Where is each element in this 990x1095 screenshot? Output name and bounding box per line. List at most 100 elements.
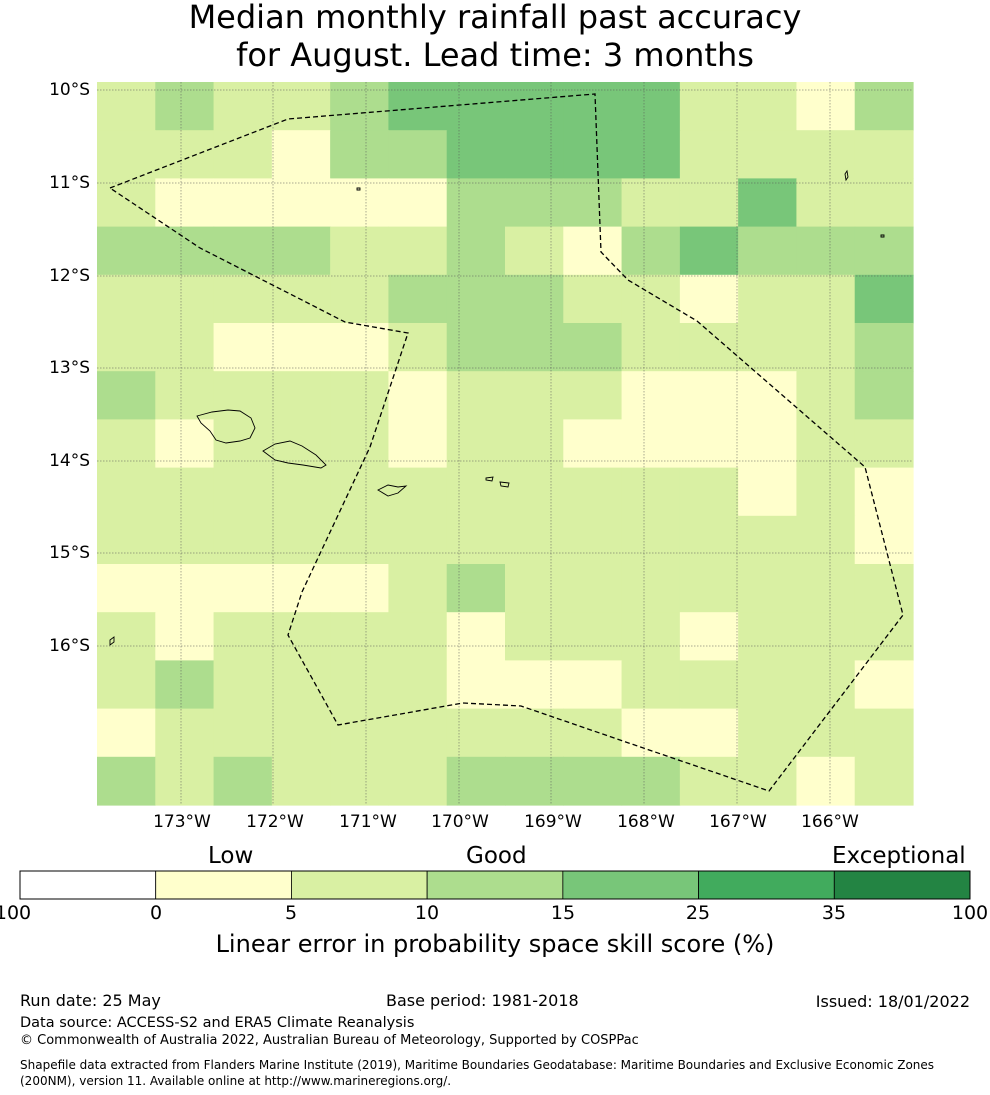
colorbar-label: Linear error in probability space skill … (215, 930, 775, 958)
copyright: © Commonwealth of Australia 2022, Austra… (20, 1033, 639, 1048)
skill-cell (213, 467, 273, 517)
lon-label: 171°W (339, 812, 397, 832)
colorbar-segment (698, 870, 835, 900)
skill-cell (97, 660, 156, 710)
run-date: Run date: 25 May (20, 991, 161, 1010)
skill-cell (505, 660, 564, 710)
skill-cell (446, 82, 506, 131)
skill-cell (679, 467, 739, 517)
skill-cell (213, 564, 273, 613)
island-outline (499, 481, 510, 488)
skill-cell (796, 82, 856, 131)
skill-cell (563, 226, 623, 276)
skill-cell (796, 515, 856, 565)
skill-cell (738, 274, 798, 324)
skill-cell (330, 371, 390, 420)
skill-cell (388, 612, 448, 661)
skill-cell (388, 467, 448, 517)
skill-cell (330, 660, 390, 710)
skill-cell (796, 419, 856, 469)
lat-label: 11°S (49, 173, 90, 193)
skill-cell (505, 515, 564, 565)
island-outline (109, 636, 115, 646)
lon-label: 173°W (153, 812, 211, 832)
skill-cell (796, 371, 856, 420)
skill-cell (97, 274, 156, 324)
colorbar-tick: 10 (414, 902, 440, 924)
skill-cell (563, 130, 623, 179)
skill-cell (388, 274, 448, 324)
lon-label: 169°W (524, 812, 582, 832)
graticule (97, 82, 913, 805)
skill-cell (854, 323, 914, 372)
skill-cell (796, 612, 856, 661)
skill-cell (505, 274, 564, 324)
skill-cell (213, 660, 273, 710)
skill-cell (854, 708, 914, 758)
skill-cell (271, 82, 331, 131)
skill-cell (446, 419, 506, 469)
skill-cell (505, 178, 564, 228)
issued-date: Issued: 18/01/2022 (815, 992, 970, 1011)
skill-cell (213, 756, 273, 806)
skill-cell (97, 612, 156, 661)
skill-cell (679, 419, 739, 469)
skill-cell (738, 419, 798, 469)
island-outline (262, 440, 327, 469)
colorbar-segment (426, 870, 564, 900)
skill-cell (97, 371, 156, 420)
skill-cell (738, 515, 798, 565)
skill-cell (330, 130, 390, 179)
lat-label: 10°S (49, 80, 90, 100)
skill-cell (97, 130, 156, 179)
skill-cell (854, 274, 914, 324)
colorbar-segment (562, 870, 699, 900)
colorbar-tick: 25 (685, 902, 711, 924)
skill-cell (505, 82, 564, 131)
skill-cell (330, 323, 390, 372)
skill-cell (155, 419, 215, 469)
skill-cell (388, 419, 448, 469)
skill-cell (388, 564, 448, 613)
skill-cell (505, 708, 564, 758)
skill-cell (330, 467, 390, 517)
skill-cell (796, 178, 856, 228)
skill-cell (213, 323, 273, 372)
eez-boundary (108, 93, 904, 792)
skill-cell (563, 515, 623, 565)
skill-cell (155, 708, 215, 758)
skill-cell (388, 660, 448, 710)
lon-label: 170°W (431, 812, 489, 832)
skill-cell (271, 660, 331, 710)
skill-cell (155, 371, 215, 420)
skill-cell (446, 660, 506, 710)
skill-cell (563, 708, 623, 758)
skill-cell (155, 467, 215, 517)
skill-cell (621, 323, 681, 372)
skill-cell (271, 564, 331, 613)
skill-cell (330, 564, 390, 613)
colorbar-tick: 100 (951, 902, 989, 924)
skill-cell (155, 226, 215, 276)
colorbar-segment (833, 870, 971, 900)
skill-cell (446, 756, 506, 806)
skill-cell (271, 756, 331, 806)
skill-grid (97, 82, 914, 806)
skill-cell (97, 419, 156, 469)
skill-cell (388, 178, 448, 228)
skill-cell (854, 612, 914, 661)
skill-cell (679, 178, 739, 228)
skill-cell (155, 82, 215, 131)
skill-cell (621, 226, 681, 276)
skill-cell (679, 274, 739, 324)
colorbar-frame (19, 870, 971, 900)
skill-cell (621, 612, 681, 661)
skill-cell (97, 756, 156, 806)
skill-cell (679, 130, 739, 179)
skill-cell (446, 178, 506, 228)
skill-cell (155, 130, 215, 179)
skill-cell (796, 660, 856, 710)
map-title-line1: Median monthly rainfall past accuracy (188, 0, 802, 36)
lon-label: 167°W (709, 812, 767, 832)
